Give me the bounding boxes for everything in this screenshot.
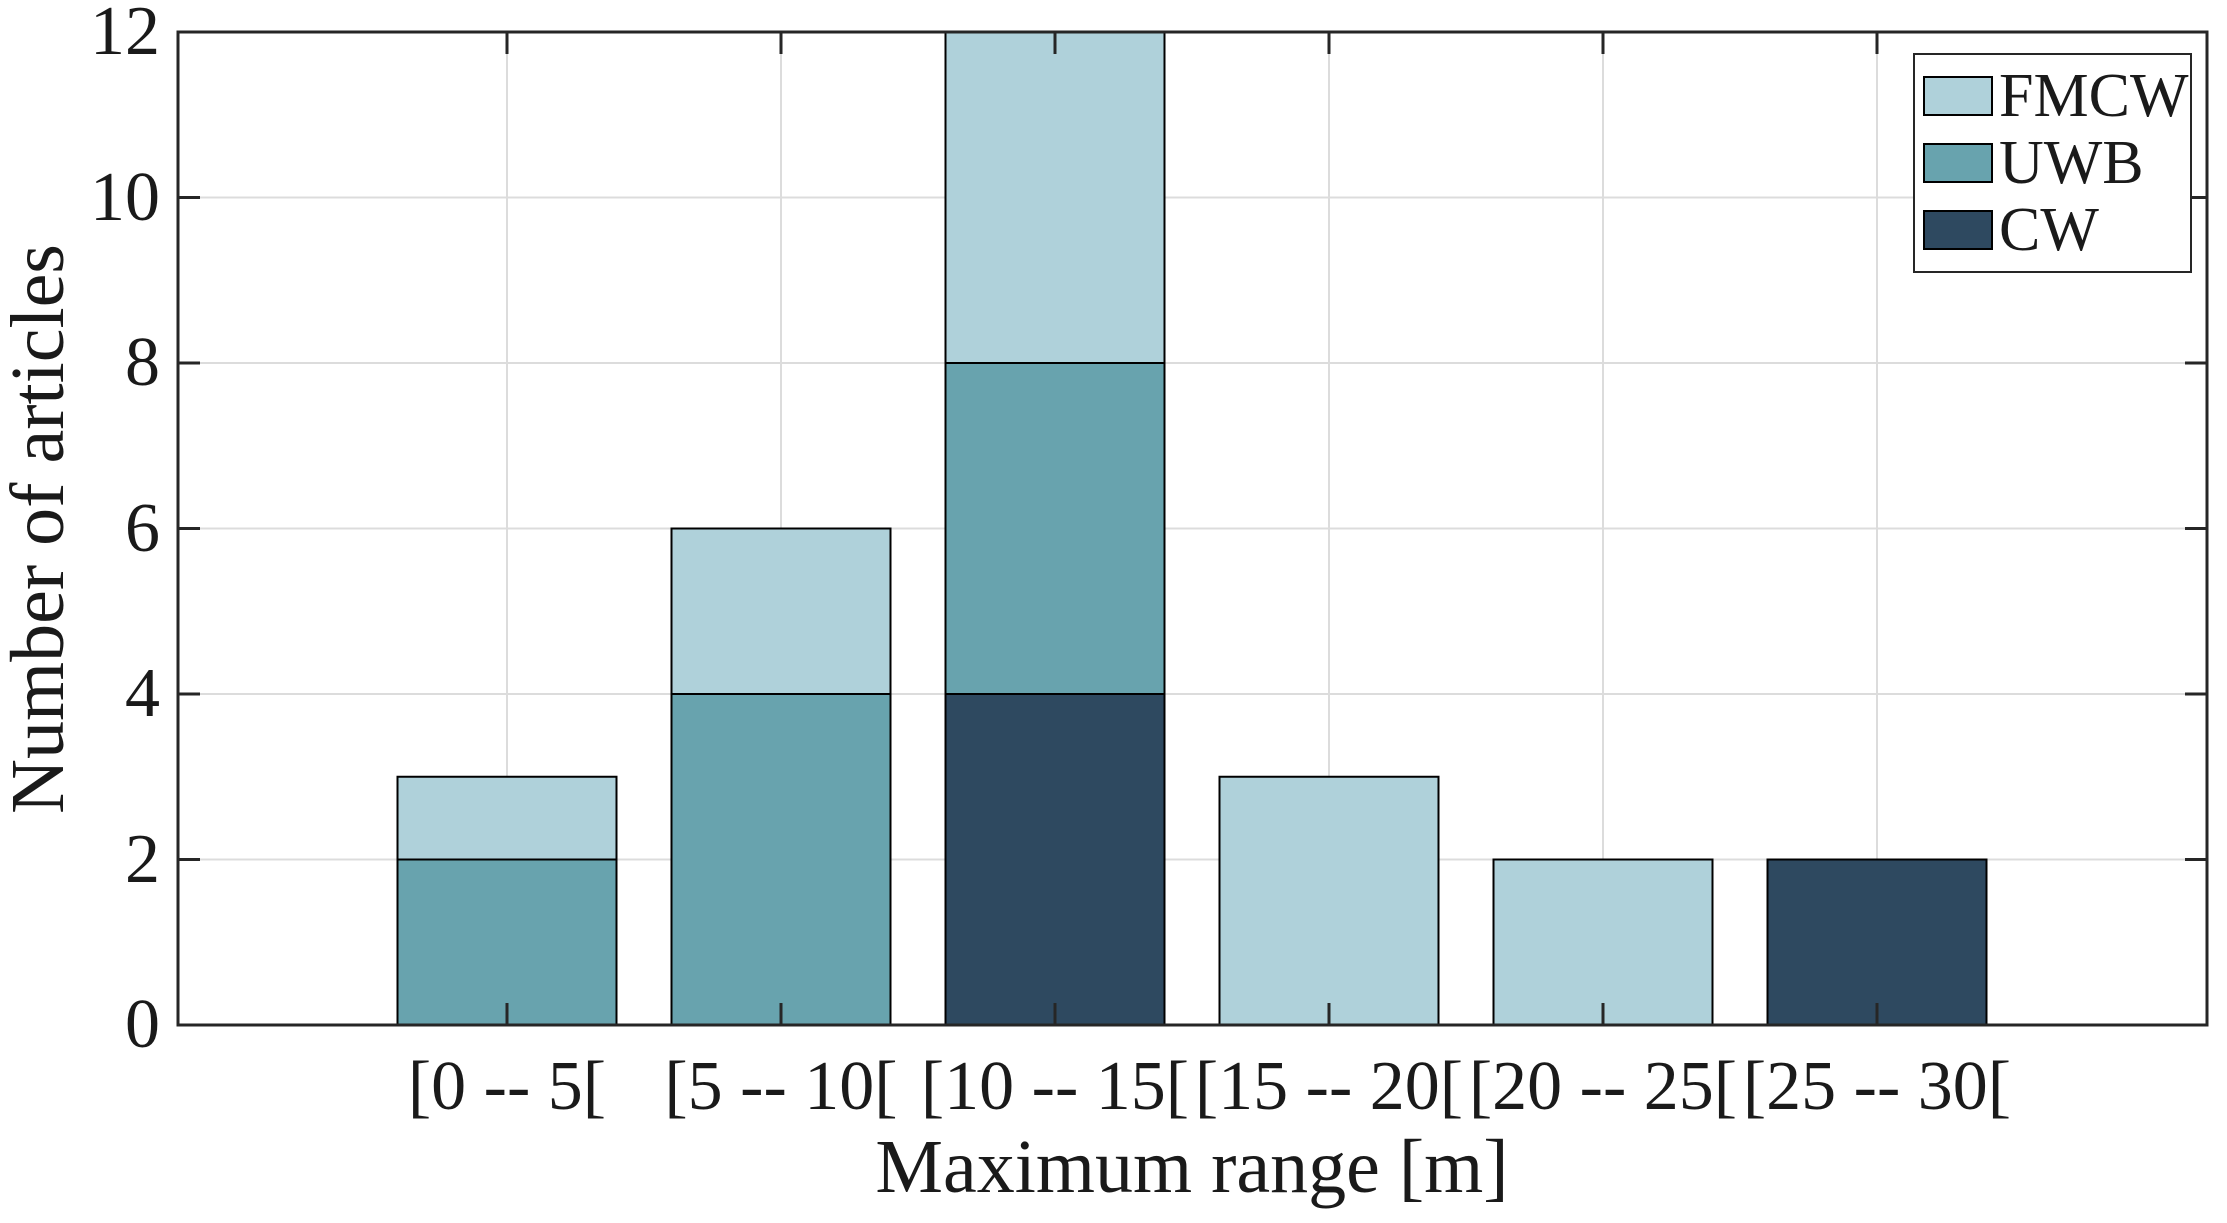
legend-swatch-uwb [1923,142,1993,183]
legend-entry: FMCW [1923,64,2190,128]
x-tick-label: [5 -- 10[ [664,1048,898,1125]
bar-segment-uwb [396,858,618,1026]
x-tick-label: [25 -- 30[ [1742,1048,2012,1125]
legend-label: UWB [1999,128,2144,197]
bar-segment-uwb [670,693,892,1026]
bar-segment-fmcw [396,775,618,861]
y-tick-label: 12 [90,0,160,70]
legend-entry: CW [1923,198,2190,262]
y-tick-label: 4 [125,655,160,732]
bar-segment-fmcw [944,31,1166,364]
bar-segment-fmcw [1218,775,1440,1026]
x-axis-label: Maximum range [m] [875,1125,1509,1209]
y-tick-label: 2 [125,820,160,898]
y-tick-label: 6 [125,489,160,567]
y-tick-label: 0 [125,986,160,1063]
x-tick-label: [15 -- 20[ [1194,1048,1464,1125]
x-tick-label: [10 -- 15[ [920,1048,1190,1125]
y-tick-label: 10 [90,158,160,236]
legend-swatch-fmcw [1923,76,1993,117]
bar-segment-cw [944,693,1166,1026]
x-tick-label: [0 -- 5[ [407,1048,607,1125]
bar-segment-uwb [944,362,1166,695]
bar-segment-fmcw [670,527,892,695]
bar-segment-fmcw [1492,858,1714,1026]
legend: FMCW UWB CW [1913,53,2192,273]
legend-swatch-cw [1923,209,1993,250]
x-tick-label: [20 -- 25[ [1468,1048,1738,1125]
y-axis-label: Number of articles [0,244,80,814]
bar-segment-cw [1766,858,1988,1026]
legend-label: CW [1999,195,2099,264]
y-tick-label: 8 [125,324,160,401]
legend-label: FMCW [1999,62,2189,131]
legend-entry: UWB [1923,131,2190,195]
